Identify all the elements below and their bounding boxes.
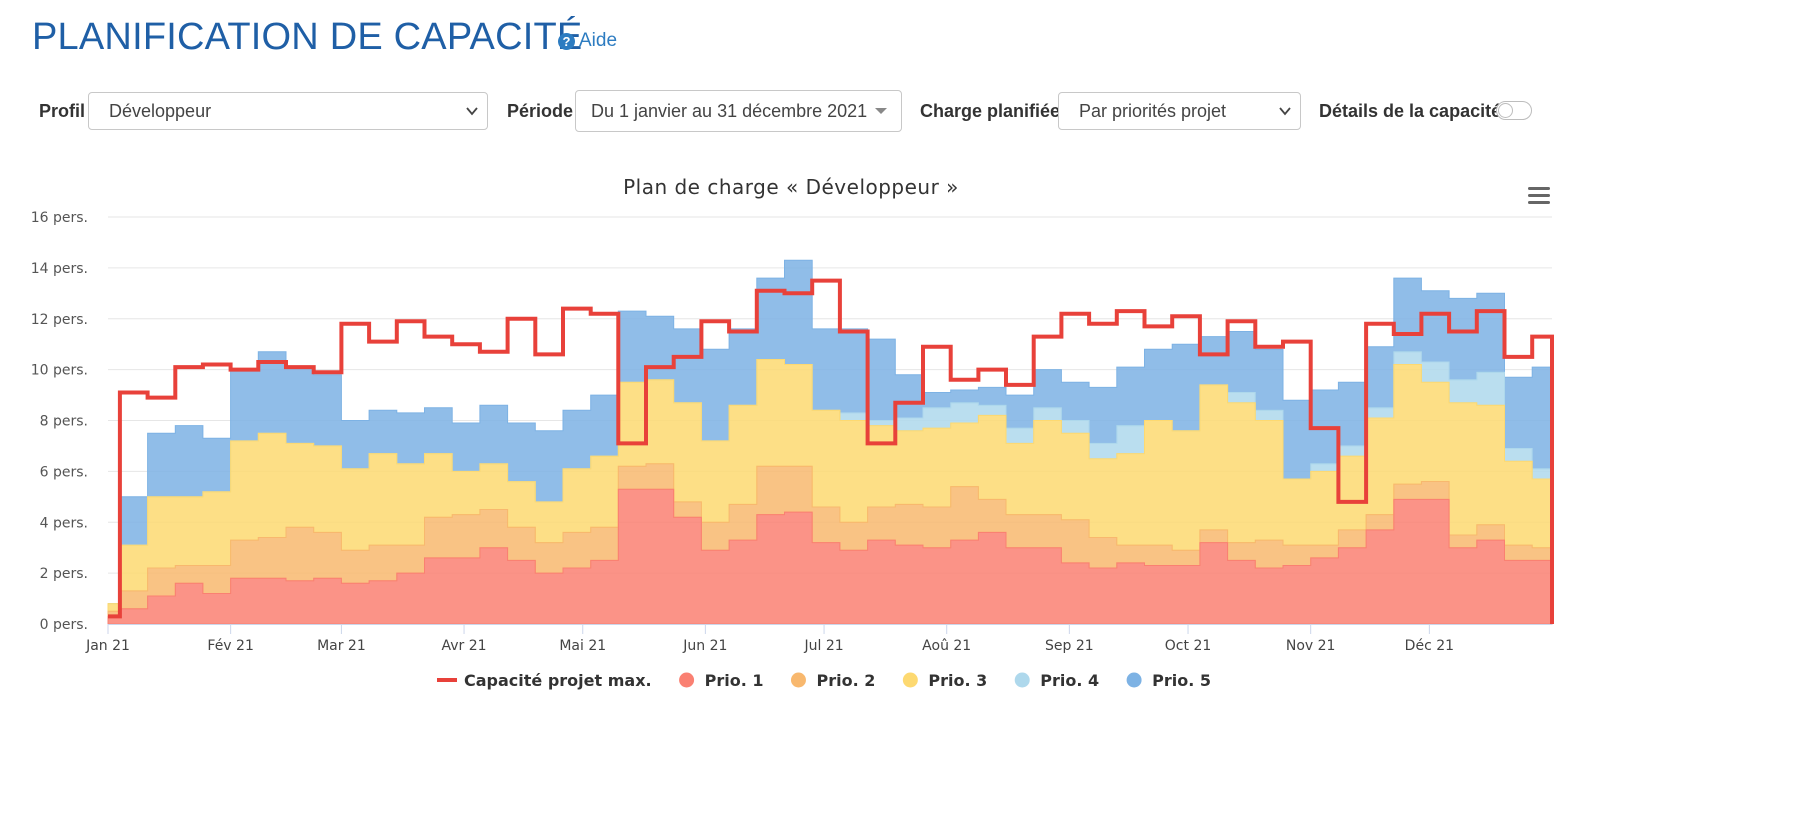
periode-value: Du 1 janvier au 31 décembre 2021	[591, 100, 868, 121]
menu-icon-bar	[1528, 201, 1550, 204]
legend-dot-symbol	[1126, 672, 1142, 688]
legend-label: Prio. 1	[705, 671, 764, 690]
menu-icon-bar	[1528, 194, 1550, 197]
periode-picker[interactable]: Du 1 janvier au 31 décembre 2021	[575, 90, 902, 132]
y-axis-labels: 0 pers. 2 pers. 4 pers. 6 pers. 8 pers. 10 pe…	[31, 210, 88, 633]
x-tick-label: Avr 21	[442, 638, 487, 654]
profil-value: Développeur	[109, 100, 212, 121]
x-tick-label: Aoû 21	[922, 638, 971, 654]
y-tick-label: 14 pers.	[31, 261, 88, 277]
toggle-knob	[1498, 103, 1513, 118]
legend-dot-symbol	[679, 672, 695, 688]
legend-label: Prio. 2	[816, 671, 875, 690]
legend-dot-symbol	[790, 672, 806, 688]
charge-label: Charge planifiée	[920, 101, 1061, 121]
y-tick-label: 10 pers.	[31, 363, 88, 379]
legend-label: Prio. 5	[1152, 671, 1211, 690]
profil-label: Profil	[39, 101, 86, 121]
x-tick-label: Sep 21	[1045, 638, 1094, 654]
y-tick-label: 4 pers.	[40, 515, 88, 531]
y-tick-label: 12 pers.	[31, 312, 88, 328]
x-tick-label: Jul 21	[803, 638, 843, 654]
legend: Capacité projet max. Prio. 1 Prio. 2 Prio. …	[437, 671, 1211, 690]
periode-label: Période	[507, 101, 574, 121]
x-tick-label: Jun 21	[682, 638, 727, 654]
y-tick-label: 6 pers.	[40, 464, 88, 480]
legend-dot-symbol	[1014, 672, 1030, 688]
legend-item[interactable]: Prio. 3	[902, 671, 987, 690]
capacity-chart: Plan de charge « Développeur » 0 pers. 2 …	[31, 175, 1554, 690]
profil-select[interactable]: Développeur	[88, 92, 488, 130]
page-title: PLANIFICATION DE CAPACITÉ	[32, 16, 583, 58]
capacity-line-group	[108, 278, 1554, 624]
help-link[interactable]: ? Aide	[558, 30, 617, 52]
legend-item[interactable]: Prio. 4	[1014, 671, 1099, 690]
legend-label: Prio. 4	[1040, 671, 1099, 690]
menu-icon-bar	[1528, 187, 1550, 190]
capacity-line	[108, 278, 1554, 624]
x-tick-label: Oct 21	[1165, 638, 1211, 654]
chart-menu-button[interactable]	[1526, 184, 1550, 208]
chevron-down-icon	[466, 107, 478, 116]
chevron-down-icon	[1279, 107, 1291, 116]
legend-line-symbol	[437, 678, 457, 682]
legend-dot-symbol	[902, 672, 918, 688]
legend-item[interactable]: Prio. 1	[679, 671, 763, 690]
series-areas	[107, 259, 1553, 625]
question-circle-icon: ?	[558, 32, 575, 50]
x-tick-label: Nov 21	[1286, 638, 1336, 654]
x-tick-label: Mar 21	[317, 638, 366, 654]
y-tick-label: 2 pers.	[40, 566, 88, 582]
x-tick-label: Déc 21	[1405, 638, 1454, 654]
legend-item[interactable]: Capacité projet max.	[437, 671, 652, 690]
details-toggle[interactable]	[1496, 101, 1532, 120]
y-tick-label: 8 pers.	[40, 414, 88, 430]
chart-title: Plan de charge « Développeur »	[623, 175, 959, 199]
details-label: Détails de la capacité	[1319, 101, 1502, 121]
legend-label: Capacité projet max.	[464, 671, 652, 690]
help-label: Aide	[579, 30, 618, 51]
x-tick-label: Mai 21	[559, 638, 606, 654]
x-tick-label: Fév 21	[207, 638, 253, 654]
caret-down-icon	[875, 108, 887, 114]
legend-label: Prio. 3	[928, 671, 987, 690]
x-tick-label: Jan 21	[85, 638, 130, 654]
charge-value: Par priorités projet	[1079, 100, 1227, 121]
legend-item[interactable]: Prio. 2	[790, 671, 875, 690]
x-axis: Jan 21 Fév 21 Mar 21 Avr 21 Mai 21 Jun 21 Jul …	[85, 624, 1552, 654]
legend-item[interactable]: Prio. 5	[1126, 671, 1211, 690]
charge-select[interactable]: Par priorités projet	[1058, 92, 1301, 130]
y-tick-label: 0 pers.	[40, 617, 88, 633]
y-tick-label: 16 pers.	[31, 210, 88, 226]
